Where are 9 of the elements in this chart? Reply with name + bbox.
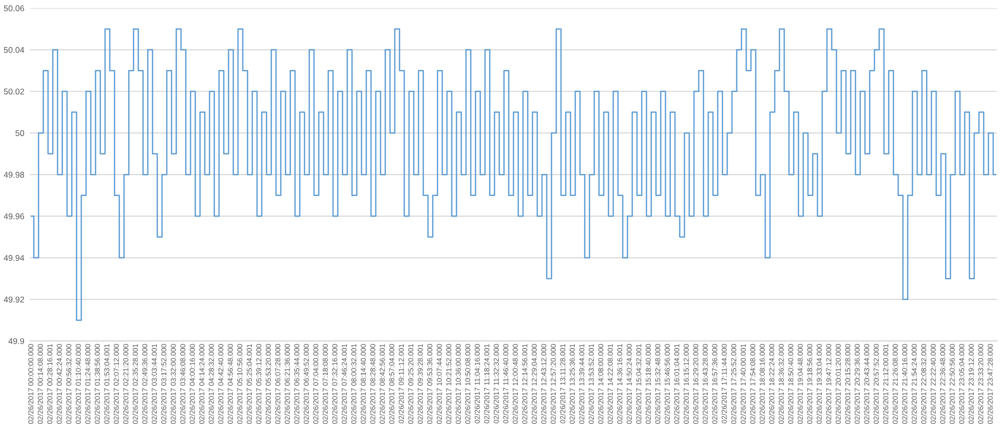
y-tick-label: 50 [16,130,24,136]
y-tick-label: 49.96 [4,213,24,220]
y-tick-label: 50.06 [4,5,24,12]
y-tick-label: 49.98 [4,172,24,178]
y-tick-label: 49.92 [4,296,24,302]
y-tick-label: 49.94 [4,254,24,261]
y-tick-label: 50.04 [4,46,24,53]
y-tick-label: 49.9 [8,338,24,344]
y-tick-label: 50.02 [4,88,24,94]
